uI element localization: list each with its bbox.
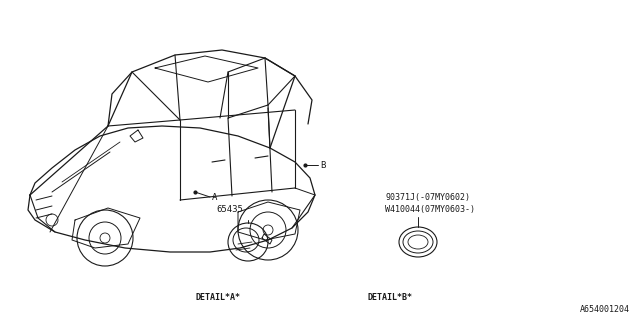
Text: A: A xyxy=(212,193,218,202)
Text: 65435: 65435 xyxy=(216,205,243,214)
Text: DETAIL*A*: DETAIL*A* xyxy=(195,293,241,302)
Text: 90371J(-07MY0602): 90371J(-07MY0602) xyxy=(385,193,470,202)
Text: W410044(07MY0603-): W410044(07MY0603-) xyxy=(385,205,475,214)
Text: A654001204: A654001204 xyxy=(580,305,630,314)
Text: DETAIL*B*: DETAIL*B* xyxy=(367,293,413,302)
Text: B: B xyxy=(320,161,325,170)
